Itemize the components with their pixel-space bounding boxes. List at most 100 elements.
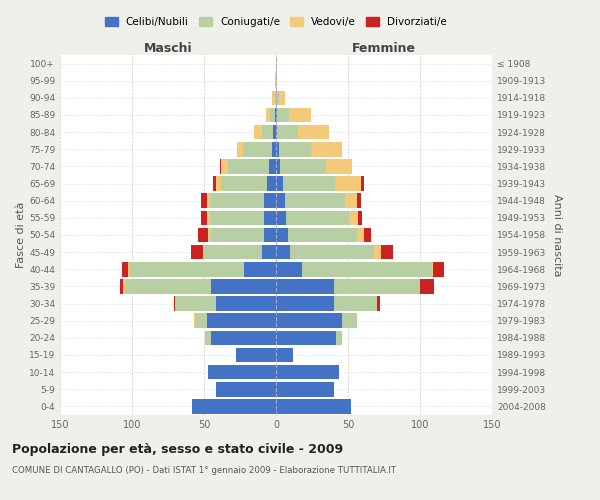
Bar [276,262,302,276]
Bar [276,74,277,88]
Bar [221,176,268,191]
Bar [270,108,275,122]
Bar [276,125,277,140]
Bar [358,210,362,225]
Bar [266,108,270,122]
Bar [175,296,215,311]
Bar [244,262,276,276]
Bar [196,314,207,328]
Bar [345,194,356,208]
Bar [277,108,289,122]
Bar [433,262,445,276]
Bar [276,245,290,260]
Bar [193,399,276,413]
Bar [269,159,276,174]
Bar [287,228,356,242]
Bar [381,245,392,260]
Bar [364,228,371,242]
Bar [276,348,293,362]
Bar [204,245,262,260]
Bar [201,194,207,208]
Bar [276,90,279,105]
Bar [201,210,207,225]
Bar [215,382,276,396]
Bar [272,90,275,105]
Bar [124,279,125,293]
Bar [174,296,175,311]
Bar [220,159,221,174]
Bar [221,159,229,174]
Bar [207,314,276,328]
Bar [311,142,342,156]
Bar [349,210,358,225]
Bar [210,228,265,242]
Bar [276,330,337,345]
Bar [276,382,334,396]
Bar [265,228,276,242]
Bar [128,262,129,276]
Bar [210,194,265,208]
Bar [377,296,380,311]
Bar [198,228,208,242]
Bar [279,90,284,105]
Bar [243,142,272,156]
Bar [265,210,276,225]
Bar [284,194,345,208]
Bar [262,125,273,140]
Bar [290,245,374,260]
Bar [272,142,276,156]
Bar [208,365,276,380]
Bar [212,176,215,191]
Bar [275,74,276,88]
Bar [276,194,284,208]
Bar [208,228,210,242]
Bar [326,159,352,174]
Bar [125,279,211,293]
Bar [356,194,361,208]
Bar [276,296,334,311]
Bar [262,245,276,260]
Bar [276,210,286,225]
Bar [289,108,311,122]
Y-axis label: Fasce di età: Fasce di età [16,202,26,268]
Y-axis label: Anni di nascita: Anni di nascita [551,194,562,276]
Text: Maschi: Maschi [143,42,193,55]
Legend: Celibi/Nubili, Coniugati/e, Vedovi/e, Divorziati/e: Celibi/Nubili, Coniugati/e, Vedovi/e, Di… [101,12,451,32]
Bar [335,176,361,191]
Bar [207,210,210,225]
Bar [302,262,431,276]
Bar [236,348,276,362]
Bar [276,142,279,156]
Bar [237,142,243,156]
Bar [215,296,276,311]
Bar [275,90,276,105]
Bar [276,365,340,380]
Bar [254,125,262,140]
Bar [279,142,311,156]
Bar [207,194,210,208]
Bar [211,330,276,345]
Bar [122,262,128,276]
Bar [194,314,196,328]
Bar [337,330,342,345]
Bar [334,296,377,311]
Bar [268,176,276,191]
Bar [276,314,342,328]
Bar [276,399,351,413]
Bar [203,245,204,260]
Bar [276,56,277,71]
Bar [374,245,381,260]
Bar [265,194,276,208]
Bar [342,314,356,328]
Bar [280,159,326,174]
Text: Femmine: Femmine [352,42,416,55]
Bar [276,176,283,191]
Bar [283,176,335,191]
Bar [205,330,211,345]
Bar [276,228,287,242]
Bar [361,176,364,191]
Bar [277,125,298,140]
Bar [191,245,203,260]
Bar [215,176,221,191]
Bar [276,279,334,293]
